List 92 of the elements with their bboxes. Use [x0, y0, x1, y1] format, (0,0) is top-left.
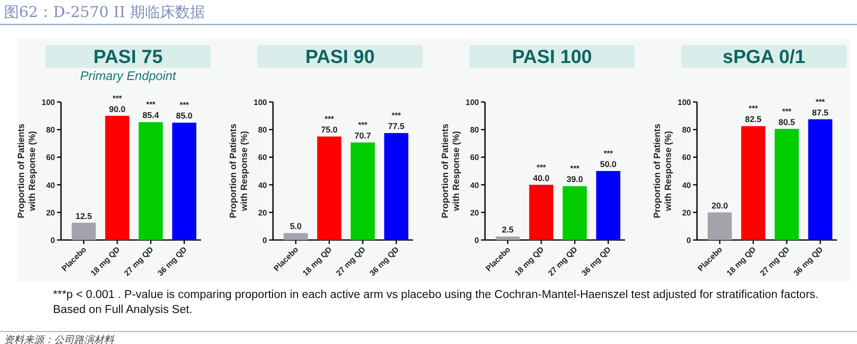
data-label: 50.0: [600, 159, 617, 169]
x-tick-label: 27 mg QD: [122, 244, 156, 278]
data-label: 70.7: [354, 130, 372, 140]
y-tick-label: 80: [470, 126, 480, 135]
data-label: 5.0: [290, 221, 302, 232]
y-tick-label: 0: [50, 236, 56, 245]
y-tick-label: 100: [678, 98, 692, 107]
annotation: ***: [180, 100, 190, 110]
x-tick-label: 36 mg QD: [792, 244, 825, 278]
annotation: ***: [146, 100, 156, 110]
annotation: ***: [816, 97, 826, 106]
annotation: ***: [392, 111, 402, 120]
y-tick-label: 0: [686, 236, 692, 245]
data-label: 12.5: [75, 210, 92, 221]
y-tick-label: 60: [46, 153, 56, 162]
y-axis-title: Proportion of Patients with Response (%): [440, 124, 461, 218]
bar: [72, 222, 96, 240]
x-tick-label: 18 mg QD: [724, 244, 758, 278]
text: Based on Full Analysis Set.: [53, 304, 192, 316]
y-tick-label: 100: [42, 98, 56, 107]
chart-title: PASI 90: [305, 47, 375, 68]
y-tick-label: 100: [254, 98, 268, 107]
data-label: 77.5: [388, 121, 405, 132]
y-tick-label: 40: [682, 180, 692, 190]
annotation: ***: [536, 162, 547, 172]
x-tick-label: 27 mg QD: [758, 244, 792, 278]
text: ***p < 0.001 . P-value is comparing proportion in each active arm vs placebo using the Cochran-Mantel-Haenszel test adjusted for stratification factors.: [53, 289, 818, 301]
y-tick-label: 80: [46, 126, 56, 135]
y-axis-title: Proportion of Patients with Response (%): [652, 124, 673, 218]
x-tick-label: 18 mg QD: [512, 244, 546, 278]
x-tick-label: 36 mg QD: [368, 244, 401, 278]
data-label: 75.0: [320, 124, 338, 134]
x-tick-label: 36 mg QD: [580, 244, 613, 278]
y-tick-label: 60: [682, 153, 692, 162]
bar: [138, 122, 163, 240]
y-tick-label: 20: [682, 208, 692, 218]
data-label: 40.0: [532, 172, 550, 183]
y-tick-label: 40: [470, 180, 480, 190]
bar: [808, 119, 832, 240]
bar: [317, 136, 342, 240]
bar: [529, 184, 554, 240]
y-tick-label: 40: [258, 180, 268, 190]
chart-title: PASI 100: [512, 47, 592, 68]
y-axis-title: Proportion of Patients with Response (%): [16, 124, 37, 218]
annotation: ***: [782, 106, 792, 116]
data-label: 80.5: [778, 116, 796, 127]
bar: [284, 233, 308, 240]
x-tick-label: 36 mg QD: [156, 244, 189, 278]
y-tick-label: 0: [262, 236, 268, 245]
bar: [562, 186, 587, 240]
annotation: ***: [358, 120, 368, 130]
bar: [708, 212, 732, 240]
bar: [774, 128, 799, 240]
y-tick-label: 100: [466, 98, 480, 107]
y-tick-label: 40: [46, 180, 56, 190]
y-tick-label: 80: [258, 126, 268, 135]
data-label: 87.5: [812, 107, 829, 118]
x-tick-label: 18 mg QD: [300, 244, 334, 278]
data-label: 90.0: [108, 104, 126, 114]
y-tick-label: 20: [46, 208, 56, 218]
y-tick-label: 0: [474, 236, 480, 245]
data-label: 85.4: [142, 110, 160, 120]
annotation: ***: [604, 149, 614, 158]
bar: [496, 236, 520, 240]
annotation: ***: [112, 94, 123, 103]
annotation: ***: [570, 164, 580, 174]
data-label: 20.0: [711, 200, 728, 210]
y-tick-label: 20: [470, 208, 480, 218]
x-tick-label: 27 mg QD: [546, 244, 580, 278]
y-axis-title: Proportion of Patients with Response (%): [228, 124, 249, 218]
x-tick-label: 27 mg QD: [334, 244, 368, 278]
data-label: 39.0: [566, 174, 584, 184]
chart-title: PASI 75: [93, 47, 164, 68]
y-tick-label: 60: [258, 153, 268, 162]
x-tick-label: 18 mg QD: [88, 244, 122, 278]
annotation: ***: [748, 104, 759, 114]
chart-title: sPGA 0/1: [722, 47, 806, 68]
caption: 图62：D-2570 II 期临床数据: [4, 3, 206, 21]
bar: [741, 126, 766, 240]
bar: [384, 133, 408, 240]
bar: [105, 116, 130, 240]
data-label: 85.0: [176, 110, 193, 121]
y-tick-label: 20: [258, 208, 268, 218]
y-tick-label: 80: [682, 126, 692, 135]
data-label: 82.5: [744, 114, 762, 124]
chart-subtitle: Primary Endpoint: [80, 69, 176, 83]
annotation: ***: [324, 114, 335, 124]
data-label: 2.5: [502, 224, 514, 235]
bar: [350, 142, 375, 240]
y-tick-label: 60: [470, 153, 480, 162]
bar: [596, 171, 620, 240]
bar: [172, 122, 196, 240]
